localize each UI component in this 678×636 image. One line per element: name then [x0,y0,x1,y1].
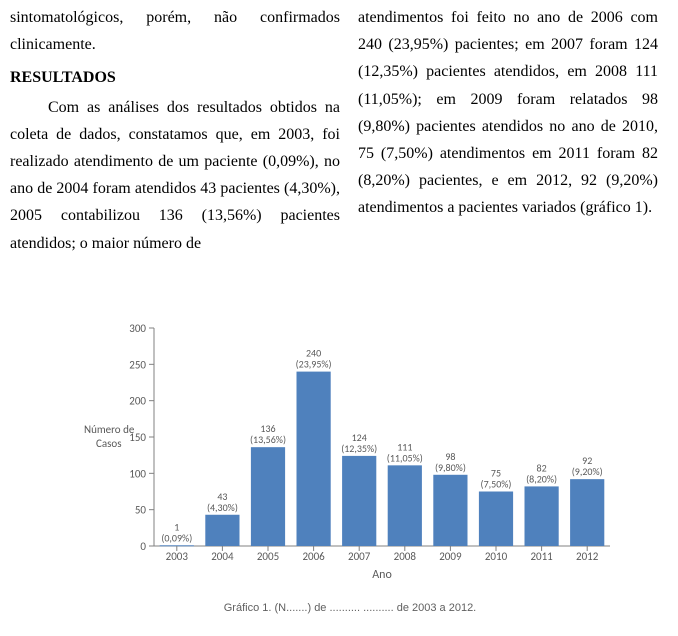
bar-chart: 05010015020025030020031(0,09%)200443(4,3… [80,320,620,620]
bar [205,515,239,546]
paragraph: atendimentos foi feito no ano de 2006 co… [358,4,658,222]
bar-pct-label: (11,05%) [387,451,423,464]
y-tick-label: 0 [140,540,146,553]
y-axis-title: Número de [84,423,135,436]
bar-pct-label: (7,50%) [481,478,512,491]
two-column-text: sintomatológicos, porém, não confirmados… [0,0,678,257]
x-tick-label: 2003 [166,550,189,563]
bar [433,475,467,546]
bar-pct-label: (12,35%) [341,442,377,455]
x-tick-label: 2010 [485,550,508,563]
bar-pct-label: (9,80%) [435,461,466,474]
y-tick-label: 250 [129,358,146,371]
y-axis-title: Casos [96,437,122,450]
bar-pct-label: (9,20%) [572,465,603,478]
bar [297,372,331,546]
bar-pct-label: (13,56%) [250,433,286,446]
bar-chart-svg: 05010015020025030020031(0,09%)200443(4,3… [80,320,620,590]
bar-pct-label: (4,30%) [207,501,238,514]
bar [570,479,604,546]
x-tick-label: 2004 [211,550,234,563]
paragraph: Com as análises dos resultados obtidos n… [10,94,340,257]
chart-caption: Gráfico 1. (N.......) de .......... ....… [80,602,620,614]
y-tick-label: 200 [129,395,146,408]
x-axis-title: Ano [372,568,392,582]
bar [342,456,376,546]
left-column: sintomatológicos, porém, não confirmados… [10,4,358,257]
y-tick-label: 50 [135,504,147,517]
bar [251,447,285,546]
bar [479,492,513,547]
x-tick-label: 2005 [257,550,279,563]
x-tick-label: 2009 [439,550,462,563]
y-tick-label: 300 [129,322,146,335]
bar [388,465,422,546]
bar-pct-label: (8,20%) [526,472,557,485]
bar-pct-label: (0,09%) [161,531,192,544]
x-tick-label: 2006 [302,550,325,563]
x-tick-label: 2007 [348,550,371,563]
x-tick-label: 2011 [530,550,553,563]
right-column: atendimentos foi feito no ano de 2006 co… [358,4,658,257]
paragraph: sintomatológicos, porém, não confirmados… [10,4,340,58]
x-tick-label: 2012 [576,550,599,563]
bar-pct-label: (23,95%) [296,358,332,371]
y-tick-label: 100 [129,467,146,480]
bar [525,486,559,546]
section-heading: RESULTADOS [10,64,340,91]
x-tick-label: 2008 [394,550,417,563]
